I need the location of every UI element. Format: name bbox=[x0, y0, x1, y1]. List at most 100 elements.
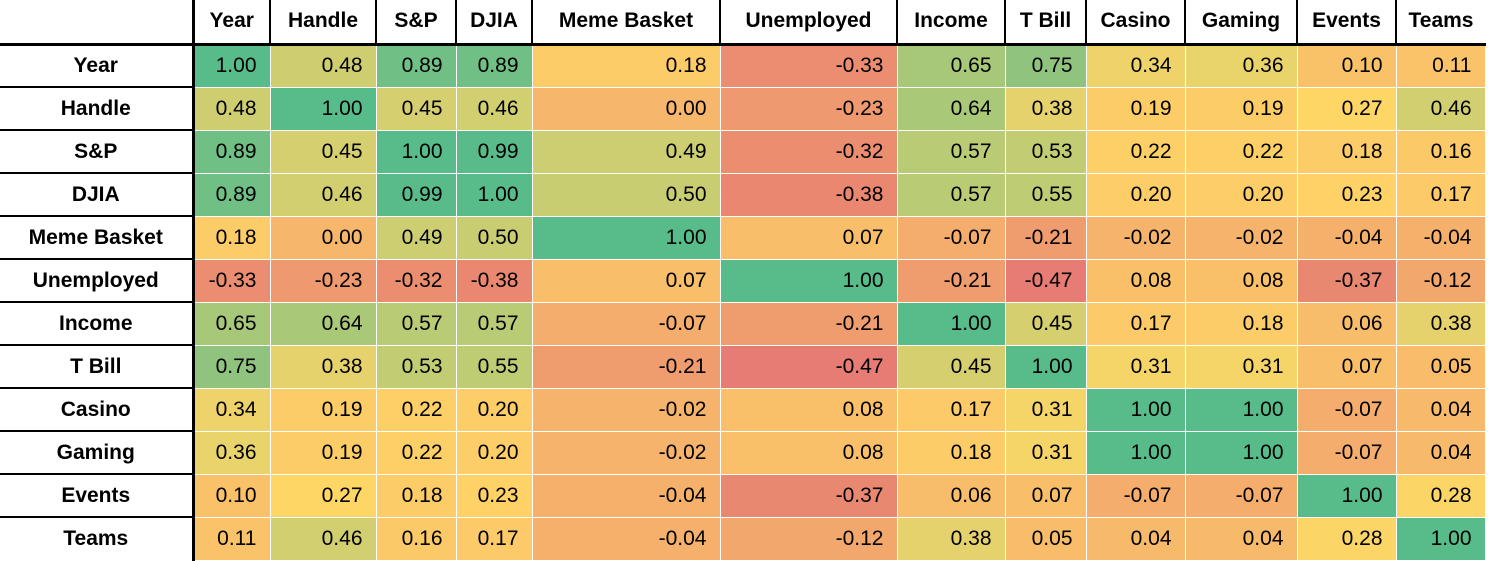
matrix-cell-year-x-year: 1.00 bbox=[193, 44, 271, 88]
matrix-cell-gaming-x-s-p: 0.22 bbox=[376, 431, 457, 475]
matrix-cell-djia-x-casino: 0.20 bbox=[1086, 173, 1186, 217]
matrix-cell-casino-x-handle: 0.19 bbox=[270, 388, 377, 432]
matrix-cell-unemployed-x-s-p: -0.32 bbox=[376, 259, 457, 303]
matrix-cell-income-x-t-bill: 0.45 bbox=[1005, 302, 1087, 346]
matrix-cell-s-p-x-t-bill: 0.53 bbox=[1005, 130, 1087, 174]
column-header-handle: Handle bbox=[269, 0, 376, 46]
row-header-handle: Handle bbox=[0, 87, 195, 131]
matrix-cell-t-bill-x-events: 0.07 bbox=[1297, 345, 1397, 389]
matrix-row-djia: DJIA 0.89 0.46 0.99 1.00 0.50 -0.38 0.57 0.55 0.2… bbox=[0, 173, 1486, 217]
matrix-cell-unemployed-x-gaming: 0.08 bbox=[1185, 259, 1298, 303]
matrix-cell-handle-x-casino: 0.19 bbox=[1086, 87, 1186, 131]
matrix-cell-year-x-djia: 0.89 bbox=[456, 44, 533, 88]
matrix-cell-t-bill-x-gaming: 0.31 bbox=[1185, 345, 1298, 389]
matrix-cell-djia-x-meme-basket: 0.50 bbox=[532, 173, 721, 217]
matrix-cell-teams-x-income: 0.38 bbox=[897, 517, 1006, 561]
matrix-row-meme-basket: Meme Basket 0.18 0.00 0.49 0.50 1.00 0.07 -0.07… bbox=[0, 216, 1486, 260]
matrix-cell-djia-x-gaming: 0.20 bbox=[1185, 173, 1298, 217]
matrix-cell-teams-x-s-p: 0.16 bbox=[376, 517, 457, 561]
matrix-cell-djia-x-events: 0.23 bbox=[1297, 173, 1397, 217]
column-header-teams: Teams bbox=[1395, 0, 1485, 46]
matrix-cell-meme-basket-x-unemployed: 0.07 bbox=[720, 216, 898, 260]
matrix-cell-handle-x-handle: 1.00 bbox=[270, 87, 377, 131]
matrix-cell-s-p-x-events: 0.18 bbox=[1297, 130, 1397, 174]
column-header-gaming: Gaming bbox=[1184, 0, 1297, 46]
matrix-row-events: Events 0.10 0.27 0.18 0.23 -0.04 -0.37 0.06 0.07… bbox=[0, 474, 1486, 518]
column-header-events: Events bbox=[1296, 0, 1396, 46]
matrix-cell-meme-basket-x-gaming: -0.02 bbox=[1185, 216, 1298, 260]
matrix-cell-teams-x-meme-basket: -0.04 bbox=[532, 517, 721, 561]
matrix-cell-unemployed-x-events: -0.37 bbox=[1297, 259, 1397, 303]
matrix-cell-income-x-handle: 0.64 bbox=[270, 302, 377, 346]
matrix-cell-teams-x-teams: 1.00 bbox=[1396, 517, 1486, 561]
matrix-cell-s-p-x-s-p: 1.00 bbox=[376, 130, 457, 174]
matrix-cell-events-x-handle: 0.27 bbox=[270, 474, 377, 518]
matrix-cell-events-x-teams: 0.28 bbox=[1396, 474, 1486, 518]
matrix-cell-handle-x-gaming: 0.19 bbox=[1185, 87, 1298, 131]
matrix-cell-events-x-year: 0.10 bbox=[193, 474, 271, 518]
matrix-cell-gaming-x-casino: 1.00 bbox=[1086, 431, 1186, 475]
row-header-gaming: Gaming bbox=[0, 431, 195, 475]
matrix-cell-casino-x-casino: 1.00 bbox=[1086, 388, 1186, 432]
matrix-cell-meme-basket-x-events: -0.04 bbox=[1297, 216, 1397, 260]
matrix-cell-t-bill-x-handle: 0.38 bbox=[270, 345, 377, 389]
matrix-cell-gaming-x-income: 0.18 bbox=[897, 431, 1006, 475]
matrix-cell-teams-x-casino: 0.04 bbox=[1086, 517, 1186, 561]
matrix-cell-t-bill-x-unemployed: -0.47 bbox=[720, 345, 898, 389]
matrix-cell-events-x-djia: 0.23 bbox=[456, 474, 533, 518]
matrix-cell-year-x-handle: 0.48 bbox=[270, 44, 377, 88]
matrix-cell-income-x-income: 1.00 bbox=[897, 302, 1006, 346]
row-header-year: Year bbox=[0, 44, 195, 88]
matrix-cell-gaming-x-events: -0.07 bbox=[1297, 431, 1397, 475]
matrix-cell-t-bill-x-year: 0.75 bbox=[193, 345, 271, 389]
matrix-cell-gaming-x-gaming: 1.00 bbox=[1185, 431, 1298, 475]
column-header-t-bill: T Bill bbox=[1004, 0, 1086, 46]
matrix-cell-year-x-events: 0.10 bbox=[1297, 44, 1397, 88]
matrix-cell-s-p-x-casino: 0.22 bbox=[1086, 130, 1186, 174]
matrix-cell-meme-basket-x-year: 0.18 bbox=[193, 216, 271, 260]
matrix-cell-handle-x-income: 0.64 bbox=[897, 87, 1006, 131]
matrix-cell-s-p-x-year: 0.89 bbox=[193, 130, 271, 174]
matrix-cell-unemployed-x-casino: 0.08 bbox=[1086, 259, 1186, 303]
matrix-cell-income-x-s-p: 0.57 bbox=[376, 302, 457, 346]
matrix-cell-events-x-unemployed: -0.37 bbox=[720, 474, 898, 518]
matrix-cell-year-x-unemployed: -0.33 bbox=[720, 44, 898, 88]
matrix-cell-year-x-meme-basket: 0.18 bbox=[532, 44, 721, 88]
matrix-cell-meme-basket-x-djia: 0.50 bbox=[456, 216, 533, 260]
matrix-cell-events-x-events: 1.00 bbox=[1297, 474, 1397, 518]
matrix-row-income: Income 0.65 0.64 0.57 0.57 -0.07 -0.21 1.00 0.45… bbox=[0, 302, 1486, 346]
row-header-meme-basket: Meme Basket bbox=[0, 216, 195, 260]
row-header-casino: Casino bbox=[0, 388, 195, 432]
column-header-row: Year Handle S&P DJIA Meme Basket Unemployed In… bbox=[0, 0, 1485, 46]
matrix-row-handle: Handle 0.48 1.00 0.45 0.46 0.00 -0.23 0.64 0.38 0… bbox=[0, 87, 1486, 131]
matrix-cell-teams-x-events: 0.28 bbox=[1297, 517, 1397, 561]
matrix-cell-djia-x-income: 0.57 bbox=[897, 173, 1006, 217]
matrix-cell-meme-basket-x-casino: -0.02 bbox=[1086, 216, 1186, 260]
matrix-row-gaming: Gaming 0.36 0.19 0.22 0.20 -0.02 0.08 0.18 0.31 1… bbox=[0, 431, 1486, 475]
matrix-cell-events-x-t-bill: 0.07 bbox=[1005, 474, 1087, 518]
matrix-cell-year-x-teams: 0.11 bbox=[1396, 44, 1486, 88]
matrix-cell-casino-x-meme-basket: -0.02 bbox=[532, 388, 721, 432]
matrix-cell-gaming-x-meme-basket: -0.02 bbox=[532, 431, 721, 475]
matrix-cell-t-bill-x-s-p: 0.53 bbox=[376, 345, 457, 389]
matrix-cell-income-x-djia: 0.57 bbox=[456, 302, 533, 346]
matrix-cell-events-x-s-p: 0.18 bbox=[376, 474, 457, 518]
matrix-cell-unemployed-x-year: -0.33 bbox=[193, 259, 271, 303]
row-header-events: Events bbox=[0, 474, 195, 518]
matrix-cell-meme-basket-x-income: -0.07 bbox=[897, 216, 1006, 260]
matrix-cell-handle-x-djia: 0.46 bbox=[456, 87, 533, 131]
matrix-cell-handle-x-s-p: 0.45 bbox=[376, 87, 457, 131]
matrix-cell-gaming-x-t-bill: 0.31 bbox=[1005, 431, 1087, 475]
matrix-cell-income-x-casino: 0.17 bbox=[1086, 302, 1186, 346]
matrix-cell-casino-x-events: -0.07 bbox=[1297, 388, 1397, 432]
matrix-cell-gaming-x-djia: 0.20 bbox=[456, 431, 533, 475]
matrix-cell-unemployed-x-income: -0.21 bbox=[897, 259, 1006, 303]
matrix-cell-casino-x-year: 0.34 bbox=[193, 388, 271, 432]
matrix-cell-s-p-x-gaming: 0.22 bbox=[1185, 130, 1298, 174]
matrix-cell-handle-x-year: 0.48 bbox=[193, 87, 271, 131]
matrix-cell-djia-x-unemployed: -0.38 bbox=[720, 173, 898, 217]
matrix-cell-income-x-unemployed: -0.21 bbox=[720, 302, 898, 346]
matrix-cell-teams-x-unemployed: -0.12 bbox=[720, 517, 898, 561]
column-header-meme-basket: Meme Basket bbox=[531, 0, 720, 46]
